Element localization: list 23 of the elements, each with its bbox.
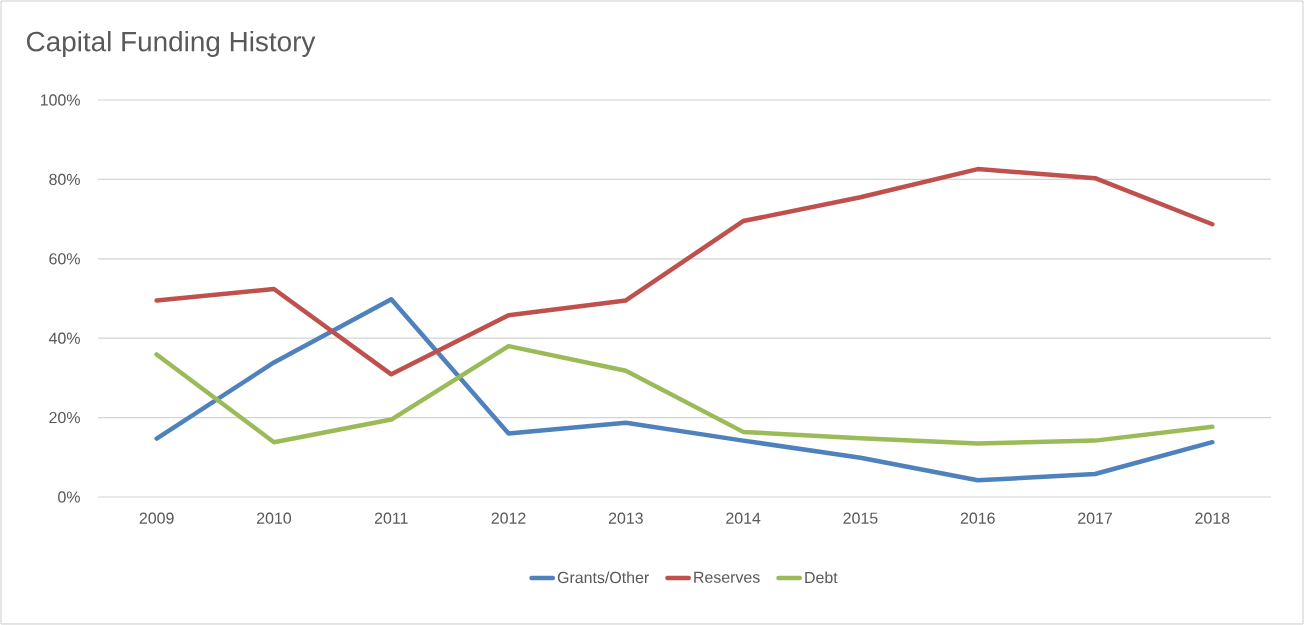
x-tick-label: 2014 [726,512,761,524]
line-series [154,166,1215,377]
x-tick-label: 2012 [491,512,526,524]
y-tick-label: 20% [49,411,80,424]
x-tick-label: 2010 [257,512,292,524]
y-tick-label: 60% [49,253,80,265]
legend-label: Grants/Other [557,571,649,584]
y-tick-label: 80% [49,173,80,186]
legend-label: Reserves [694,571,760,583]
x-tick-label: 2011 [374,512,408,524]
y-tick-label: 100% [40,94,80,106]
x-tick-label: 2018 [1195,512,1230,524]
chart-title: Capital Funding History [26,31,316,57]
legend-label: Debt [805,571,838,584]
line-series [154,297,1215,483]
y-tick-label: 0% [58,491,80,503]
x-tick-label: 2017 [1078,512,1112,524]
line-series [154,343,1215,446]
x-tick-label: 2009 [139,512,174,524]
x-tick-label: 2016 [960,512,995,524]
x-tick-label: 2015 [843,512,878,524]
y-tick-label: 40% [48,332,80,344]
x-tick-label: 2013 [608,512,643,524]
